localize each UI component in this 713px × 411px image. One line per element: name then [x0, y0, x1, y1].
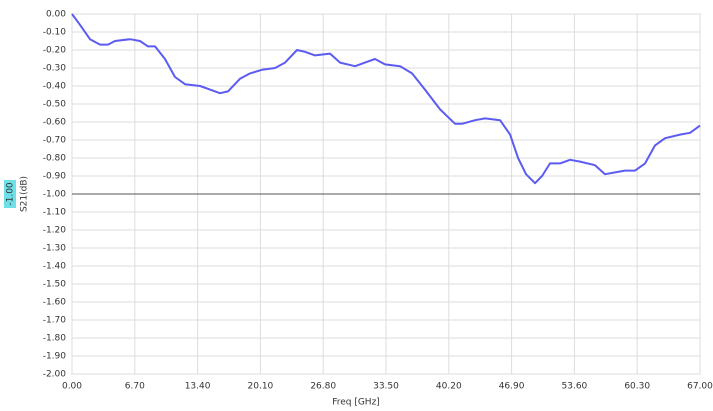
y-tick-label: -0.70 [43, 136, 67, 146]
y-tick-label: -0.30 [43, 64, 67, 74]
x-axis-label: Freq [GHz] [332, 398, 380, 408]
y-tick-label: -0.90 [43, 172, 67, 182]
x-tick-label: 26.80 [310, 382, 336, 392]
data-line [71, 13, 701, 185]
y-tick-label: -1.90 [43, 352, 67, 362]
y-tick-label: -0.20 [43, 46, 67, 56]
x-tick-label: 60.30 [624, 382, 650, 392]
marker-label: -1.00 [6, 182, 16, 206]
y-tick-label: -1.30 [43, 244, 67, 254]
y-axis-label: S21(dB) [20, 176, 30, 212]
y-tick-label: -1.70 [43, 316, 67, 326]
y-tick-label: -1.00 [43, 190, 67, 200]
y-tick-label: -2.00 [43, 370, 67, 380]
x-tick-label: 53.60 [562, 382, 588, 392]
x-tick-label: 67.00 [687, 382, 713, 392]
y-tick-label: -0.80 [43, 154, 67, 164]
y-tick-label: -1.50 [43, 280, 67, 290]
x-tick-label: 0.00 [62, 382, 82, 392]
y-tick-label: -1.20 [43, 226, 67, 236]
x-tick-label: 46.90 [499, 382, 525, 392]
x-tick-label: 6.70 [125, 382, 145, 392]
x-tick-label: 40.20 [436, 382, 462, 392]
x-tick-label: 13.40 [185, 382, 211, 392]
y-tick-label: -0.50 [43, 100, 67, 110]
y-tick-label: -1.10 [43, 208, 67, 218]
y-tick-label: -1.80 [43, 334, 67, 344]
y-tick-label: -0.10 [43, 28, 67, 38]
y-tick-label: -1.60 [43, 298, 67, 308]
y-tick-label: -0.40 [43, 82, 67, 92]
y-tick-label: 0.00 [46, 10, 66, 20]
marker-badge [4, 180, 16, 208]
y-tick-label: -1.40 [43, 262, 67, 272]
x-tick-label: 33.50 [373, 382, 399, 392]
y-tick-label: -0.60 [43, 118, 67, 128]
x-tick-label: 20.10 [248, 382, 274, 392]
